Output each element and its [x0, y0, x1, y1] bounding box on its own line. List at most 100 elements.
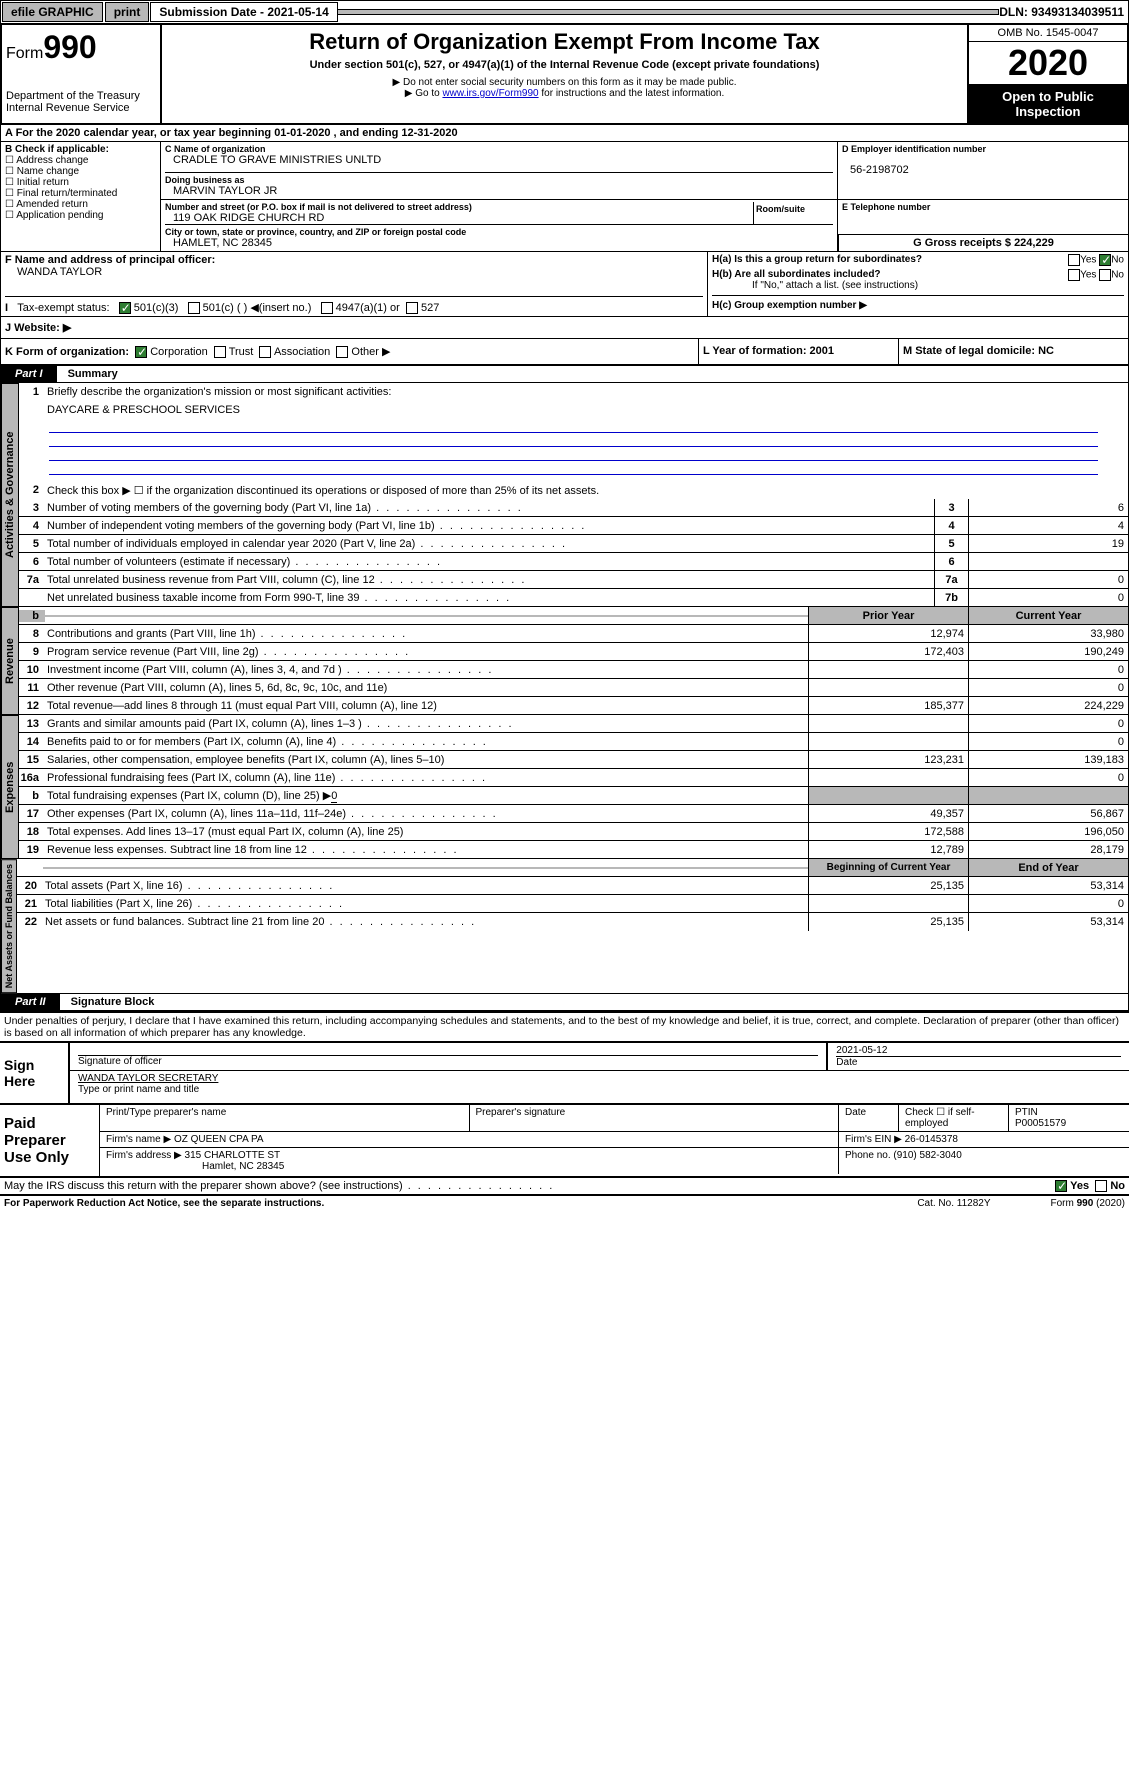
e-label: E Telephone number: [842, 202, 1124, 212]
chk-4947[interactable]: [321, 302, 333, 314]
expenses-block: Expenses 13Grants and similar amounts pa…: [0, 715, 1129, 859]
p21: [808, 895, 968, 912]
c14: 0: [968, 733, 1128, 750]
p11: [808, 679, 968, 696]
end-hdr: End of Year: [968, 859, 1128, 876]
room-label: Room/suite: [753, 202, 833, 224]
p22: 25,135: [808, 913, 968, 931]
l1-desc: Briefly describe the organization's miss…: [45, 385, 1128, 399]
tab-net-assets: Net Assets or Fund Balances: [1, 859, 17, 993]
p14: [808, 733, 968, 750]
form-prefix: Form: [6, 45, 43, 62]
l4: Number of independent voting members of …: [45, 519, 934, 533]
chk-other[interactable]: [336, 346, 348, 358]
discuss-no[interactable]: [1095, 1180, 1107, 1192]
l17: Other expenses (Part IX, column (A), lin…: [45, 807, 808, 821]
hc: H(c) Group exemption number ▶: [712, 295, 1124, 311]
v7a: 0: [968, 571, 1128, 588]
net-assets-block: Net Assets or Fund Balances Beginning of…: [0, 859, 1129, 994]
paid-label: Paid Preparer Use Only: [0, 1105, 100, 1176]
phone-label: Phone no.: [845, 1150, 891, 1161]
form-header: Form990 Department of the Treasury Inter…: [0, 24, 1129, 125]
c17: 56,867: [968, 805, 1128, 822]
top-bar: efile GRAPHIC print Submission Date - 20…: [0, 0, 1129, 24]
self-emp[interactable]: Check ☐ if self-employed: [899, 1105, 1009, 1131]
v3: 6: [968, 499, 1128, 516]
l5: Total number of individuals employed in …: [45, 537, 934, 551]
chk-pending[interactable]: ☐ Application pending: [5, 210, 156, 221]
prep-name-label: Print/Type preparer's name: [100, 1105, 470, 1131]
chk-address[interactable]: ☐ Address change: [5, 155, 156, 166]
discuss-yes[interactable]: [1055, 1180, 1067, 1192]
l3: Number of voting members of the governin…: [45, 501, 934, 515]
part2-tag: Part II: [1, 994, 60, 1010]
c19: 28,179: [968, 841, 1128, 858]
paid-preparer-block: Paid Preparer Use Only Print/Type prepar…: [0, 1103, 1129, 1178]
c15: 139,183: [968, 751, 1128, 768]
g-gross: G Gross receipts $ 224,229: [838, 234, 1128, 251]
current-hdr: Current Year: [968, 607, 1128, 624]
perjury-text: Under penalties of perjury, I declare th…: [0, 1011, 1129, 1041]
p12: 185,377: [808, 697, 968, 714]
c10: 0: [968, 661, 1128, 678]
p10: [808, 661, 968, 678]
revenue-block: Revenue bPrior YearCurrent Year 8Contrib…: [0, 607, 1129, 715]
mission-line: [49, 419, 1098, 433]
chk-assoc[interactable]: [259, 346, 271, 358]
prior-hdr: Prior Year: [808, 607, 968, 624]
chk-name[interactable]: ☐ Name change: [5, 166, 156, 177]
c16a: 0: [968, 769, 1128, 786]
section-i-inline: I Tax-exempt status: 501(c)(3) 501(c) ( …: [5, 296, 703, 314]
efile-btn[interactable]: efile GRAPHIC: [2, 2, 103, 22]
ptin-value: P00051579: [1015, 1118, 1123, 1129]
p17: 49,357: [808, 805, 968, 822]
l-year: L Year of formation: 2001: [698, 339, 898, 364]
d-label: D Employer identification number: [842, 144, 1124, 154]
chk-501c[interactable]: [188, 302, 200, 314]
l2: Check this box ▶ ☐ if the organization d…: [45, 483, 1128, 498]
chk-final[interactable]: ☐ Final return/terminated: [5, 188, 156, 199]
subtitle-1: Under section 501(c), 527, or 4947(a)(1)…: [166, 59, 963, 71]
c9: 190,249: [968, 643, 1128, 660]
chk-corp[interactable]: [135, 346, 147, 358]
chk-527[interactable]: [406, 302, 418, 314]
c12: 224,229: [968, 697, 1128, 714]
chk-amended[interactable]: ☐ Amended return: [5, 199, 156, 210]
ha-no[interactable]: [1099, 254, 1111, 266]
omb-number: OMB No. 1545-0047: [969, 25, 1127, 42]
p16a: [808, 769, 968, 786]
ha-yes[interactable]: [1068, 254, 1080, 266]
l10: Investment income (Part VIII, column (A)…: [45, 663, 808, 677]
sig-date: 2021-05-12: [836, 1045, 1121, 1056]
open-inspection: Open to Public Inspection: [969, 85, 1127, 123]
org-name: CRADLE TO GRAVE MINISTRIES UNLTD: [165, 154, 833, 166]
mission-line: [49, 447, 1098, 461]
form-number: Form990: [6, 29, 156, 66]
chk-initial[interactable]: ☐ Initial return: [5, 177, 156, 188]
section-klm: K Form of organization: Corporation Trus…: [0, 339, 1129, 366]
hb-note: If "No," attach a list. (see instruction…: [712, 280, 1124, 291]
addr-label: Number and street (or P.O. box if mail i…: [165, 202, 753, 212]
form-num: 990: [43, 29, 96, 65]
p19: 12,789: [808, 841, 968, 858]
firm-label: Firm's name ▶: [106, 1134, 171, 1145]
print-btn[interactable]: print: [105, 2, 150, 22]
l7b: Net unrelated business taxable income fr…: [45, 591, 934, 605]
chk-trust[interactable]: [214, 346, 226, 358]
form990-link[interactable]: www.irs.gov/Form990: [442, 88, 538, 99]
chk-501c3[interactable]: [119, 302, 131, 314]
hb-no[interactable]: [1099, 269, 1111, 281]
sign-block: Sign Here Signature of officer 2021-05-1…: [0, 1041, 1129, 1103]
p8: 12,974: [808, 625, 968, 642]
ha: H(a) Is this a group return for subordin…: [712, 254, 1124, 265]
ptin-label: PTIN: [1015, 1107, 1123, 1118]
hb-yes[interactable]: [1068, 269, 1080, 281]
dba-name: MARVIN TAYLOR JR: [165, 185, 833, 197]
dba-label: Doing business as: [165, 175, 833, 185]
firm-addr2: Hamlet, NC 28345: [106, 1161, 832, 1172]
dept-treasury: Department of the Treasury: [6, 90, 156, 102]
city-value: HAMLET, NC 28345: [165, 237, 833, 249]
part1-tag: Part I: [1, 366, 57, 382]
v6: [968, 553, 1128, 570]
l20: Total assets (Part X, line 16): [43, 879, 808, 893]
